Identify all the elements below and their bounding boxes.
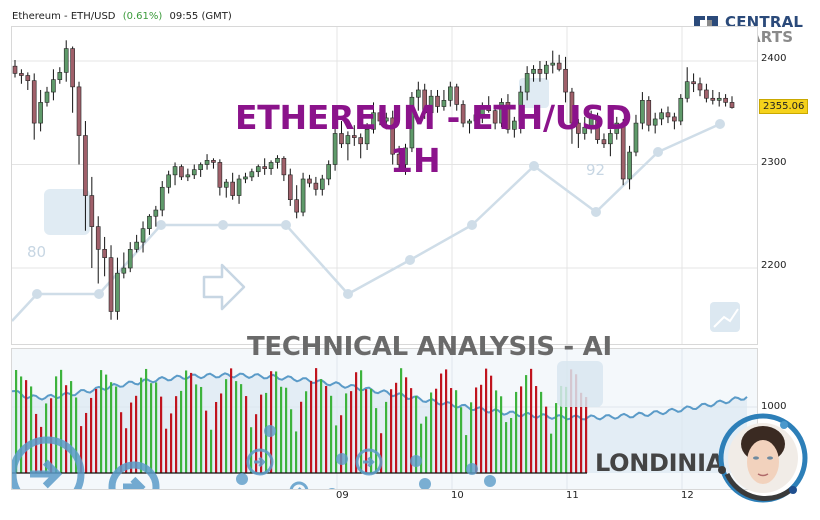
ghost-score-80: 80 (27, 243, 47, 261)
x-tick-11: 11 (566, 490, 579, 501)
y-tick-2400: 2400 (761, 53, 787, 64)
x-tick-09: 09 (336, 490, 349, 501)
logo-text-central: CENTRAL (725, 13, 804, 31)
londinia-brand: LONDINIA (595, 449, 724, 477)
overlay-timeframe: 1H (390, 141, 441, 180)
volume-ai-panel[interactable] (11, 348, 758, 490)
y-tick-2300: 2300 (761, 157, 787, 168)
price-chart-panel[interactable] (11, 26, 758, 345)
chart-header: Ethereum - ETH/USD (0.61%) 09:55 (GMT) (12, 11, 232, 22)
x-tick-10: 10 (451, 490, 464, 501)
vol-y-tick-1000: 1000 (761, 401, 787, 412)
overlay-title: ETHEREUM - ETH/USD (235, 98, 632, 137)
technical-analysis-label: TECHNICAL ANALYSIS - AI (247, 332, 612, 362)
volume-chart[interactable] (12, 349, 757, 489)
y-tick-2200: 2200 (761, 260, 787, 271)
instrument-label: Ethereum - ETH/USD (12, 11, 116, 22)
ghost-score-92: 92 (586, 161, 606, 179)
change-percent: (0.61%) (122, 11, 163, 22)
x-tick-12: 12 (681, 490, 694, 501)
timestamp: 09:55 (GMT) (169, 11, 232, 22)
candlestick-chart[interactable] (12, 27, 757, 344)
last-price-tag: 2355.06 (759, 99, 809, 114)
ai-avatar-icon (718, 413, 808, 503)
